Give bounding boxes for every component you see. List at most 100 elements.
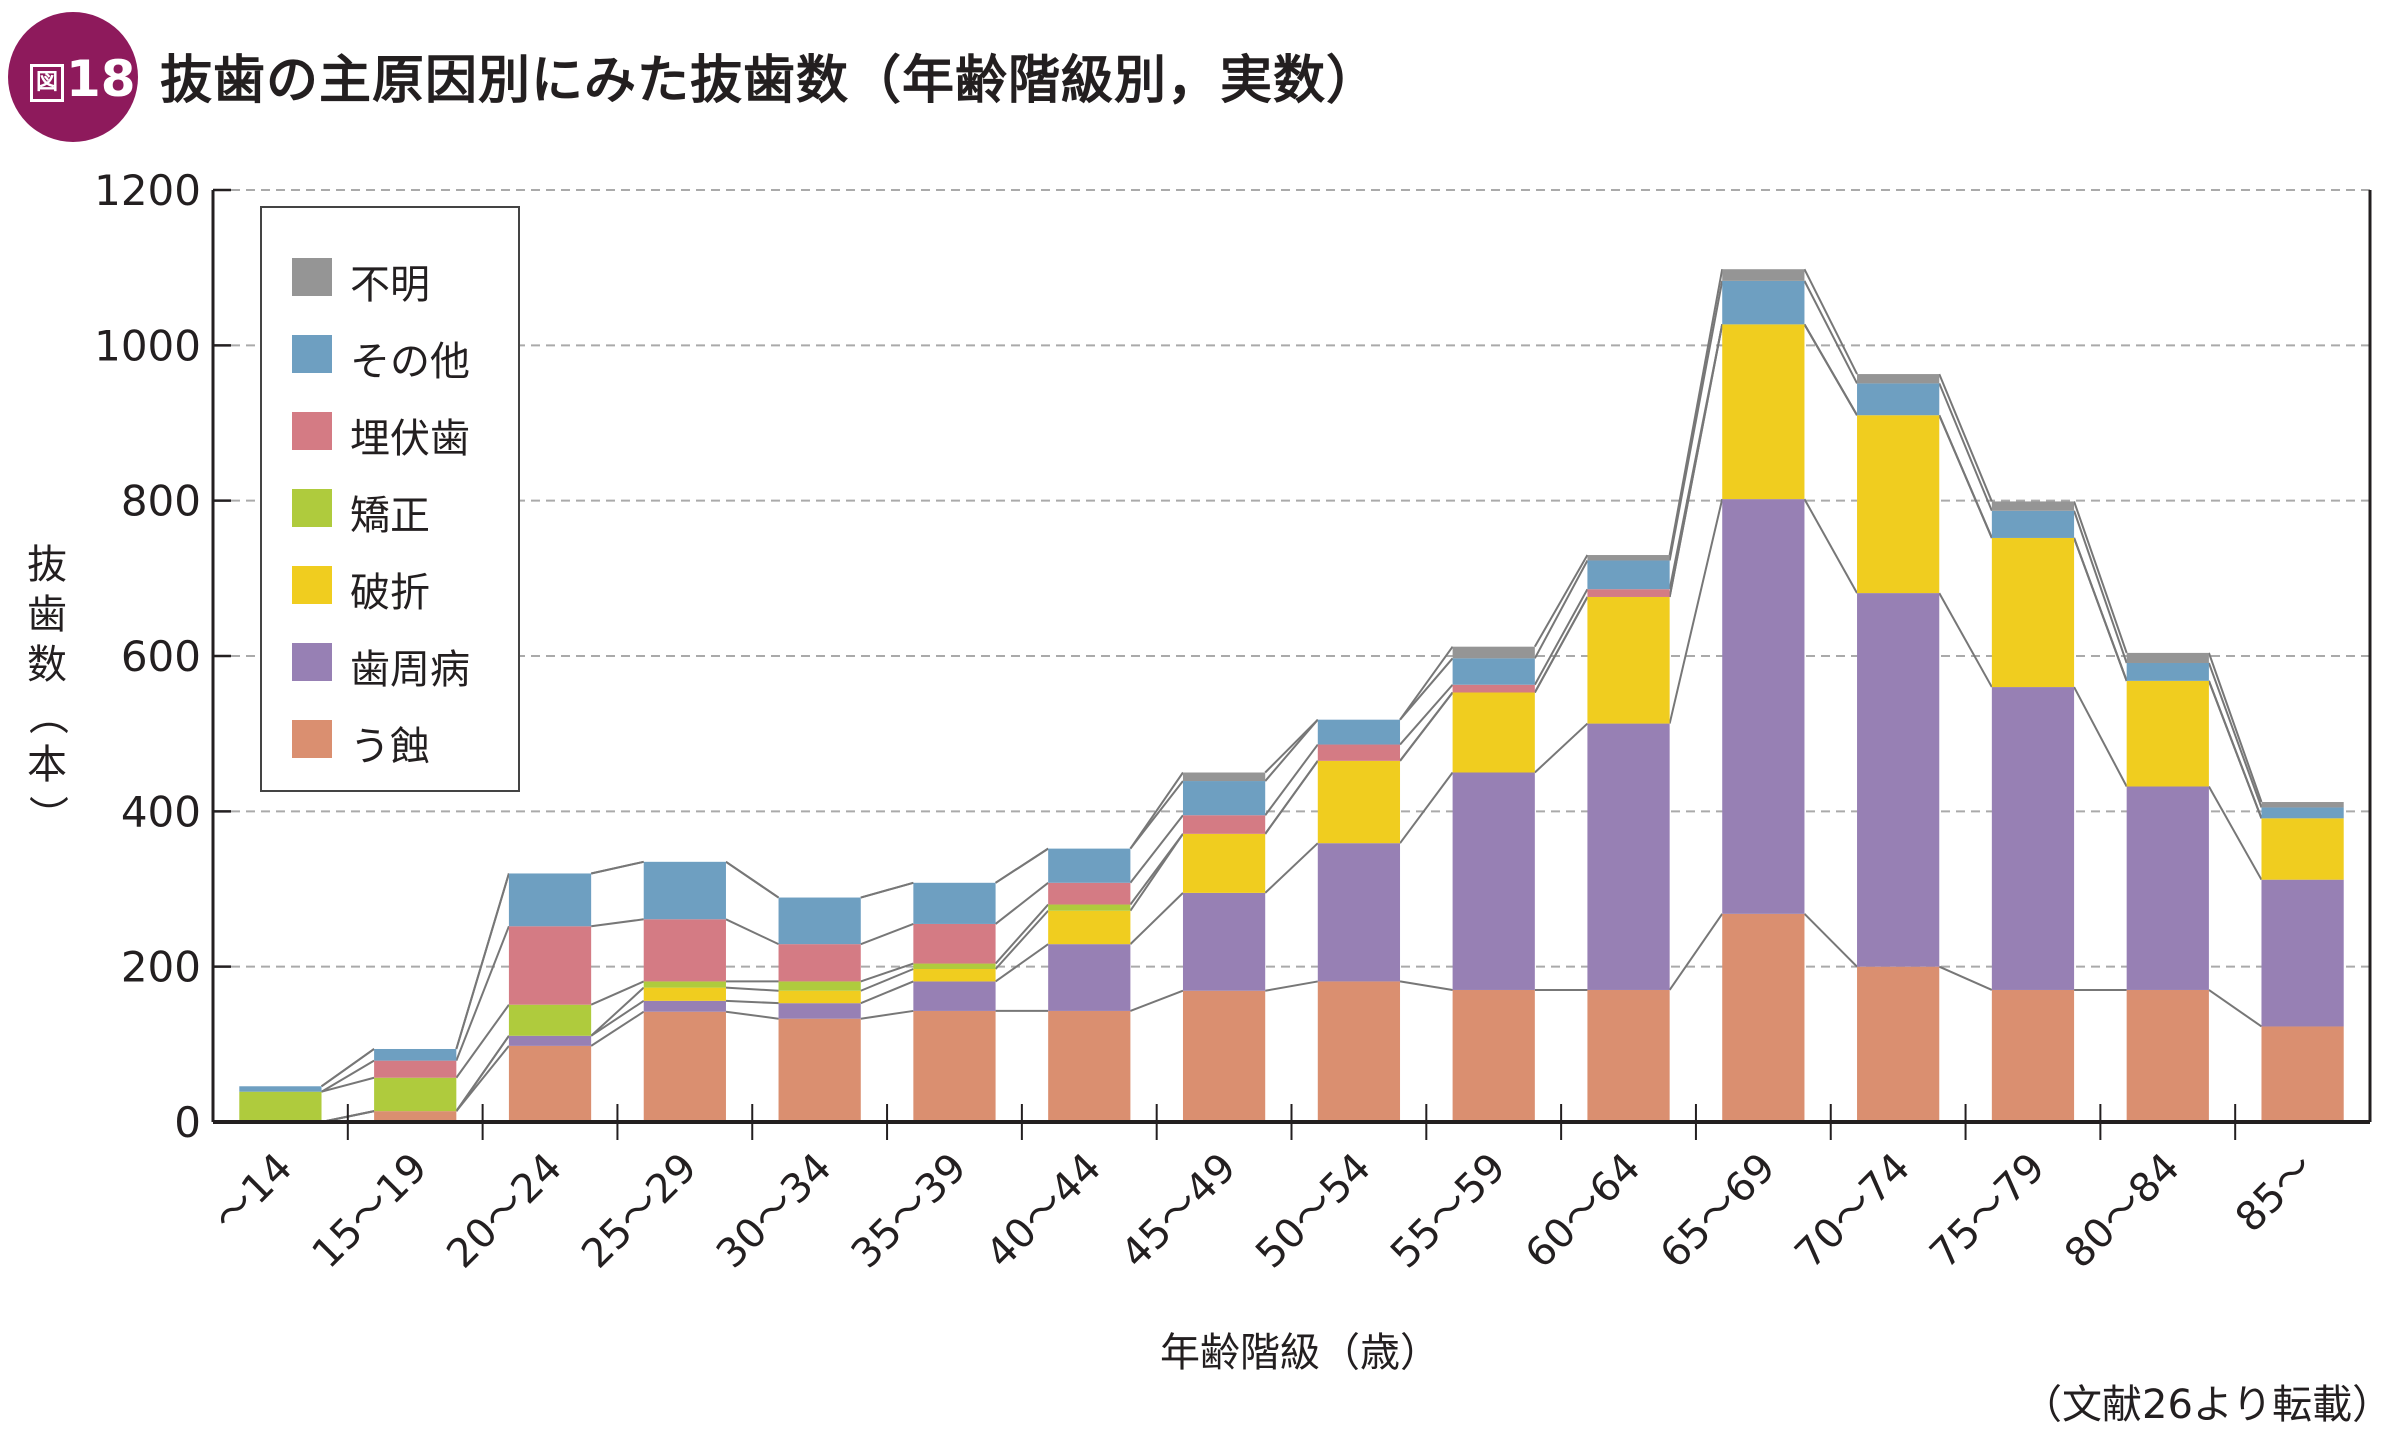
bar-segment bbox=[1317, 719, 1401, 745]
bar-segment bbox=[778, 981, 861, 991]
connector-line bbox=[590, 980, 645, 1006]
figure-badge-prefix: 図 bbox=[30, 64, 64, 102]
connector-line bbox=[591, 918, 644, 928]
bar-segment bbox=[1048, 1010, 1131, 1122]
bar-segment bbox=[1722, 913, 1805, 1122]
x-tick-label: 20〜24 bbox=[438, 1145, 571, 1278]
figure-badge: 図 18 bbox=[8, 12, 138, 142]
bar-segment bbox=[1452, 772, 1535, 990]
bar-segment bbox=[1857, 966, 1940, 1122]
connector-line bbox=[1668, 498, 1724, 724]
legend-swatch bbox=[292, 643, 332, 681]
x-tick-label: 30〜34 bbox=[708, 1145, 841, 1278]
bar-segment bbox=[1991, 687, 2075, 990]
connector-line bbox=[2207, 652, 2263, 803]
x-tick-label: 80〜84 bbox=[2056, 1145, 2189, 1278]
bar-segment bbox=[778, 1003, 861, 1019]
connector-lines bbox=[320, 268, 2263, 1123]
connector-line bbox=[860, 1009, 914, 1020]
connector-line bbox=[1803, 268, 1858, 375]
connector-line bbox=[725, 918, 779, 946]
connector-line bbox=[455, 1004, 510, 1079]
connector-line bbox=[1668, 269, 1724, 556]
bar-segment bbox=[1857, 415, 1940, 594]
bar-segment bbox=[2126, 786, 2209, 990]
bar-segment bbox=[643, 861, 726, 920]
connector-line bbox=[2208, 989, 2263, 1028]
legend-swatch bbox=[292, 335, 332, 373]
bars bbox=[239, 269, 2344, 1122]
bar-segment bbox=[1182, 772, 1266, 782]
bar-segment bbox=[2126, 662, 2209, 681]
connector-line bbox=[1265, 980, 1318, 992]
connector-line bbox=[590, 986, 645, 1037]
bar-segment bbox=[1452, 989, 1535, 1122]
bar-segment bbox=[1452, 684, 1535, 693]
connector-line bbox=[725, 1010, 779, 1020]
bar-segment bbox=[913, 882, 996, 924]
x-tick-label: 65〜69 bbox=[1652, 1145, 1785, 1278]
connector-line bbox=[860, 980, 914, 1005]
legend: 不明 その他 埋伏歯 矯正 破折 歯周病 う蝕 bbox=[260, 206, 520, 792]
x-tick-label: 40〜44 bbox=[978, 1145, 1111, 1278]
bar-segment bbox=[1587, 560, 1670, 590]
bar-segment bbox=[508, 926, 592, 1005]
gridlines bbox=[231, 189, 2370, 968]
legend-swatch bbox=[292, 412, 332, 450]
y-tick-label: 600 bbox=[121, 632, 201, 681]
bar-segment bbox=[374, 1060, 457, 1078]
bar-segment bbox=[1317, 760, 1401, 844]
y-tick-label: 0 bbox=[174, 1098, 201, 1147]
bar-segment bbox=[508, 1035, 592, 1046]
connector-line bbox=[1129, 833, 1184, 906]
bar-segment bbox=[1182, 815, 1266, 834]
bar-segment bbox=[1587, 596, 1670, 724]
figure-badge-number: 18 bbox=[66, 50, 136, 108]
connector-line bbox=[1264, 718, 1319, 774]
bar-segment bbox=[1722, 324, 1805, 500]
bar-segment bbox=[1587, 723, 1670, 990]
bar-segment bbox=[1048, 904, 1131, 911]
connector-line bbox=[321, 1059, 375, 1093]
connector-line bbox=[590, 860, 644, 875]
y-tick-label: 1000 bbox=[94, 321, 201, 370]
bar-segment bbox=[913, 923, 996, 964]
y-tick-label: 1200 bbox=[94, 166, 201, 215]
bar-segment bbox=[508, 873, 592, 927]
connector-line bbox=[1399, 691, 1454, 762]
y-axis-label: 抜歯数 （ 本 ） bbox=[22, 540, 72, 840]
bar-segment bbox=[643, 919, 726, 982]
legend-swatch bbox=[292, 720, 332, 758]
bar-segment bbox=[778, 1018, 861, 1122]
bar-segment bbox=[1722, 499, 1805, 914]
bar-segment bbox=[1182, 892, 1266, 991]
legend-label: 破折 bbox=[350, 570, 430, 616]
bar-segment bbox=[1048, 910, 1131, 945]
connector-line bbox=[2073, 686, 2128, 787]
connector-line bbox=[1129, 892, 1184, 945]
x-tick-label: 〜14 bbox=[205, 1145, 302, 1242]
connector-line bbox=[1534, 722, 1589, 774]
bar-segment bbox=[778, 944, 861, 982]
source-note: （文献26より転載） bbox=[2022, 1382, 2390, 1428]
legend-label: 矯正 bbox=[350, 493, 430, 539]
connector-line bbox=[2208, 785, 2263, 881]
y-axis-label-char: （ bbox=[24, 695, 70, 735]
connector-line bbox=[1938, 414, 1993, 539]
connector-line bbox=[1533, 588, 1589, 686]
connector-line bbox=[1264, 719, 1319, 782]
bar-segment bbox=[1048, 944, 1131, 1011]
bar-segment bbox=[778, 990, 861, 1004]
connector-line bbox=[994, 910, 1049, 970]
bar-segment bbox=[1317, 843, 1401, 982]
bar-segment bbox=[2261, 807, 2344, 819]
x-tick-label: 60〜64 bbox=[1517, 1145, 1650, 1278]
connector-line bbox=[1399, 646, 1454, 721]
x-tick-label: 55〜59 bbox=[1382, 1145, 1515, 1278]
connector-line bbox=[1938, 373, 1993, 502]
connector-line bbox=[860, 881, 914, 899]
bar-segment bbox=[913, 1010, 996, 1122]
x-tick-label: 45〜49 bbox=[1112, 1145, 1245, 1278]
x-tick-label: 70〜74 bbox=[1786, 1145, 1919, 1278]
connector-line bbox=[1533, 596, 1589, 693]
